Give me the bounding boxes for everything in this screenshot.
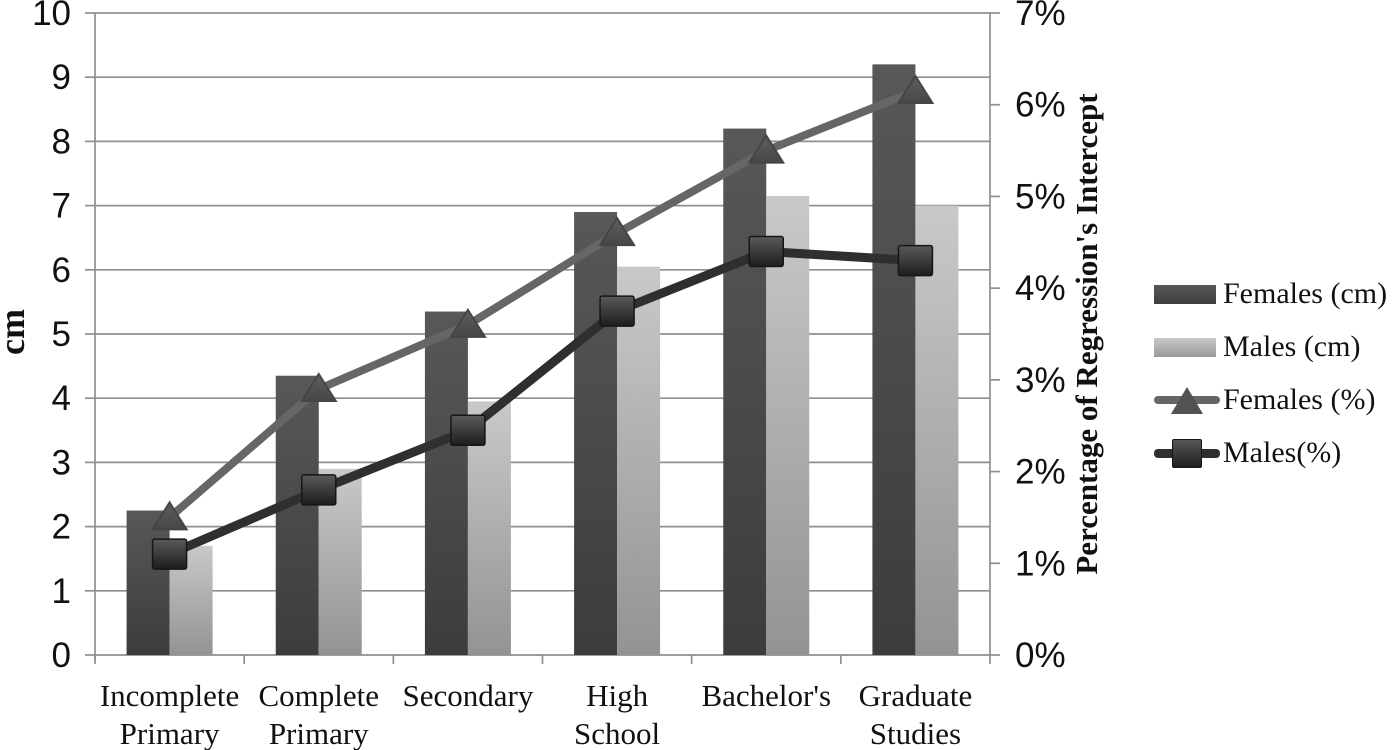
marker-triangle-0 — [150, 500, 189, 531]
category-label-2: Secondary — [402, 678, 533, 713]
left-axis-title: cm — [0, 309, 32, 355]
plot-area: 0123456789100%1%2%3%4%5%6%7%IncompletePr… — [32, 0, 1066, 750]
category-label-4: Bachelor's — [701, 678, 831, 713]
triangle-marker-icon — [1171, 387, 1203, 414]
right-tick-label: 2% — [1015, 453, 1066, 492]
category-label-5: Graduate — [859, 678, 973, 713]
square-marker-icon — [1172, 439, 1202, 468]
males-pct-line — [165, 246, 920, 559]
left-tick-label: 0 — [52, 636, 71, 675]
left-tick-label: 6 — [52, 251, 71, 290]
males-cm-bar-swatch — [1154, 337, 1216, 357]
category-label-0: Incomplete — [100, 678, 239, 713]
marker-triangle-1 — [299, 372, 338, 403]
females-cm-bar-swatch — [1154, 284, 1216, 304]
marker-square-4 — [748, 235, 784, 268]
marker-square-3 — [599, 295, 635, 327]
right-axis-title: Percentage of Regression's Intercept — [1069, 93, 1104, 575]
left-tick-label: 4 — [52, 379, 71, 418]
marker-square-0 — [151, 538, 188, 570]
right-tick-label: 1% — [1015, 544, 1066, 583]
bar-females-cm-4 — [723, 128, 767, 655]
legend-label-females-cm: Females (cm) — [1223, 277, 1388, 310]
left-tick-label: 10 — [32, 0, 71, 33]
marker-square-5 — [897, 244, 934, 277]
category-label-3: School — [574, 716, 660, 750]
bar-females-cm-0 — [126, 510, 170, 655]
marker-triangle-5 — [896, 74, 935, 104]
right-tick-label: 5% — [1015, 177, 1066, 216]
marker-triangle-2 — [449, 307, 487, 338]
left-tick-label: 1 — [52, 572, 71, 611]
left-tick-label: 3 — [52, 443, 71, 482]
bar-males-cm-3 — [617, 266, 661, 655]
left-tick-label: 5 — [52, 315, 71, 354]
left-tick-label: 2 — [52, 508, 71, 547]
marker-square-1 — [301, 474, 337, 506]
legend-label-males-cm: Males (cm) — [1223, 330, 1361, 363]
legend-item-males-cm: Males (cm) — [1154, 327, 1400, 367]
category-label-0: Primary — [120, 716, 220, 750]
marker-square-2 — [450, 414, 486, 447]
right-tick-label: 6% — [1015, 86, 1066, 125]
bar-males-cm-4 — [766, 195, 810, 655]
right-tick-label: 7% — [1015, 0, 1066, 33]
marker-triangle-4 — [747, 133, 786, 164]
left-tick-label: 8 — [52, 122, 71, 161]
right-tick-label: 3% — [1015, 361, 1066, 400]
marker-triangle-3 — [598, 216, 636, 247]
bar-females-cm-3 — [574, 212, 618, 655]
females-pct-line — [165, 86, 920, 522]
left-tick-label: 9 — [52, 58, 71, 97]
legend-item-females-cm: Females (cm) — [1154, 274, 1400, 314]
category-label-5: Studies — [870, 716, 961, 750]
females-pct-line-swatch — [1154, 380, 1220, 420]
bar-females-cm-2 — [424, 311, 468, 655]
males-pct-line-swatch — [1154, 433, 1220, 473]
left-tick-label: 7 — [52, 187, 71, 226]
bar-females-cm-5 — [872, 64, 916, 656]
legend-label-females-pct: Females (%) — [1223, 383, 1376, 416]
category-label-3: High — [586, 678, 649, 713]
legend-label-males-pct: Males(%) — [1223, 436, 1342, 469]
legend-item-males-pct: Males(%) — [1154, 433, 1400, 473]
legend-item-females-pct: Females (%) — [1154, 380, 1400, 420]
right-tick-label: 0% — [1015, 636, 1066, 675]
category-label-1: Complete — [258, 678, 379, 713]
right-tick-label: 4% — [1015, 269, 1066, 308]
legend: Females (cm) Males (cm) Females (%) Male… — [1154, 274, 1400, 486]
category-label-1: Primary — [269, 716, 369, 750]
bar-males-cm-5 — [915, 205, 959, 655]
